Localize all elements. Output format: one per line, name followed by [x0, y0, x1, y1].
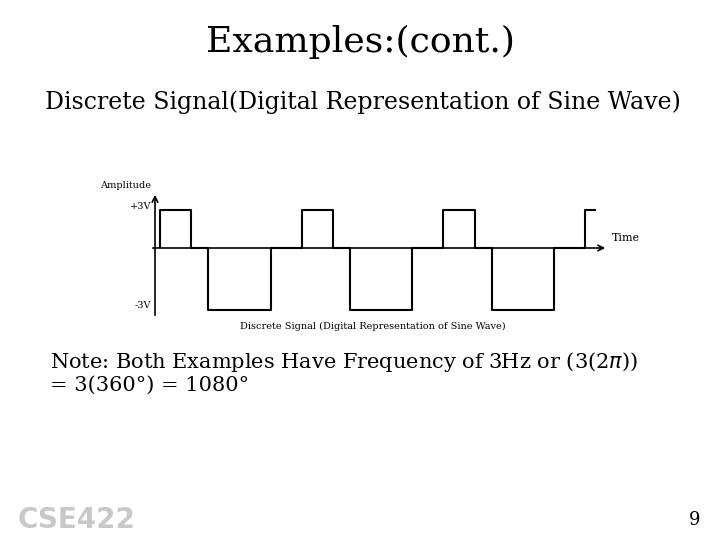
Text: Time: Time — [612, 233, 640, 243]
Text: +3V: +3V — [130, 202, 151, 211]
Text: = 3(360°) = 1080°: = 3(360°) = 1080° — [50, 375, 249, 395]
Text: 9: 9 — [689, 511, 701, 529]
Text: Examples:(cont.): Examples:(cont.) — [205, 25, 515, 59]
Text: Amplitude: Amplitude — [100, 181, 151, 190]
Text: Discrete Signal(Digital Representation of Sine Wave): Discrete Signal(Digital Representation o… — [45, 90, 681, 114]
Text: -3V: -3V — [135, 301, 151, 310]
Text: Discrete Signal (Digital Representation of Sine Wave): Discrete Signal (Digital Representation … — [240, 321, 505, 330]
Text: Note: Both Examples Have Frequency of 3Hz or (3(2$\pi$)): Note: Both Examples Have Frequency of 3H… — [50, 350, 638, 374]
Text: CSE422: CSE422 — [18, 506, 136, 534]
